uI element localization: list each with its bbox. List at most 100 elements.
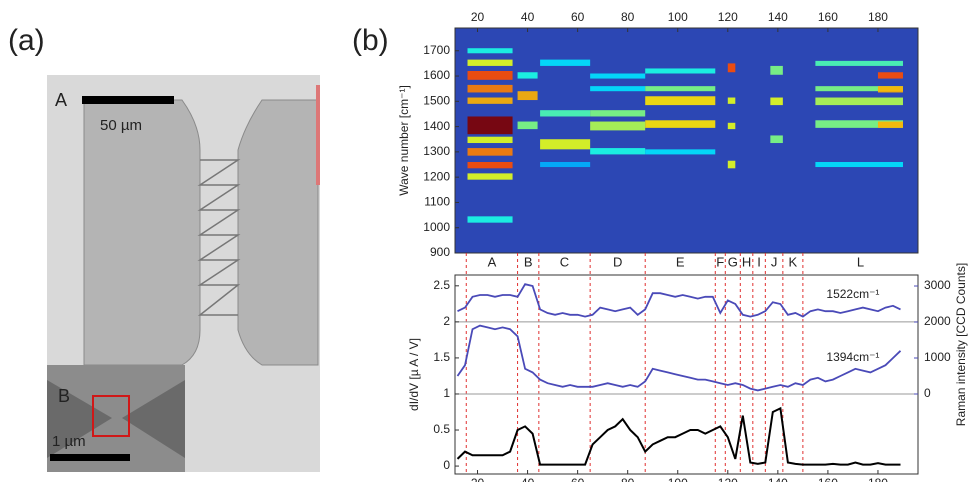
heat-band <box>590 121 646 131</box>
panel-label: (a) <box>8 24 45 57</box>
heat-band <box>815 86 903 92</box>
y2-axis-label: Raman intensity [CCD Counts] <box>954 263 968 426</box>
heat-band <box>467 161 513 169</box>
heat-band <box>467 97 513 104</box>
heat-band <box>645 149 716 155</box>
scale-label: 50 µm <box>100 117 142 134</box>
inset-label: A <box>55 90 67 110</box>
heat-band <box>645 68 716 74</box>
heat-band <box>877 86 903 93</box>
heat-band <box>645 120 716 128</box>
heat-band <box>540 161 591 168</box>
region-label: D <box>613 254 622 269</box>
series-label: 1522cm⁻¹ <box>826 287 879 301</box>
heat-band <box>590 86 646 92</box>
x-tick-label: 160 <box>818 476 838 482</box>
region-label: A <box>488 254 497 269</box>
heat-band <box>517 121 538 130</box>
heat-band <box>467 173 513 180</box>
series-label: 1394cm⁻¹ <box>826 350 879 364</box>
heat-band <box>815 120 903 128</box>
scale-label: 1 µm <box>52 433 86 450</box>
x-tick-label: 180 <box>868 476 888 482</box>
y-tick-label: 1200 <box>423 169 450 183</box>
y-tick-label: 2 <box>443 314 450 328</box>
y-axis-label: dI/dV [µ A / V] <box>407 338 421 411</box>
x-tick-label: 40 <box>521 10 535 24</box>
series-line <box>456 324 902 392</box>
heat-band <box>467 59 513 66</box>
region-label: K <box>789 254 798 269</box>
heat-band <box>645 96 716 106</box>
heat-band <box>467 116 513 135</box>
y-tick-label: 1600 <box>423 68 450 82</box>
heat-band <box>815 60 903 66</box>
y-tick-label: 0.5 <box>433 422 450 436</box>
right-pad <box>237 99 319 366</box>
inset-electrodes <box>47 380 185 458</box>
y-tick-label: 1400 <box>423 119 450 133</box>
plot-frame <box>454 274 919 475</box>
inset-box <box>92 395 130 437</box>
region-label: L <box>857 254 864 269</box>
x-tick-label: 160 <box>818 10 838 24</box>
panel-label: (b) <box>352 24 389 57</box>
y-tick-label: 0 <box>443 458 450 472</box>
y2-tick-label: 2000 <box>924 314 951 328</box>
region-label: B <box>524 254 533 269</box>
x-tick-label: 80 <box>621 476 635 482</box>
x-tick-label: 20 <box>471 10 485 24</box>
heat-band <box>590 148 646 155</box>
heat-band <box>877 72 903 79</box>
y-axis-label: Wave number [cm⁻¹] <box>397 85 411 196</box>
region-label: I <box>757 254 761 269</box>
heat-band <box>517 91 538 101</box>
x-tick-label: 120 <box>718 476 738 482</box>
edge-strip <box>316 85 320 185</box>
y-tick-label: 1000 <box>423 220 450 234</box>
heat-band <box>517 72 538 79</box>
heat-band <box>770 97 783 106</box>
heat-band <box>770 135 783 144</box>
heat-band <box>467 136 513 144</box>
y-tick-label: 1100 <box>424 195 450 209</box>
scale-bar <box>50 454 130 461</box>
x-tick-label: 100 <box>668 10 688 24</box>
heat-band <box>815 161 903 168</box>
x-tick-label: 40 <box>521 476 535 482</box>
x-tick-label: 180 <box>868 10 888 24</box>
y2-tick-label: 1000 <box>924 350 951 364</box>
region-label: J <box>771 254 778 269</box>
heat-band <box>467 216 513 223</box>
heat-band <box>727 122 736 130</box>
series-line <box>457 283 901 318</box>
heatmap-frame <box>454 27 919 254</box>
y-tick-label: 1300 <box>423 144 450 158</box>
y-tick-label: 900 <box>430 245 450 259</box>
heat-band <box>727 97 736 104</box>
x-tick-label: 140 <box>768 10 788 24</box>
x-tick-label: 120 <box>718 10 738 24</box>
region-label: G <box>728 254 738 269</box>
left-pad <box>83 99 201 366</box>
x-tick-label: 60 <box>571 10 585 24</box>
x-tick-label: 140 <box>768 476 788 482</box>
scale-bar <box>82 96 174 104</box>
y2-tick-label: 0 <box>924 386 931 400</box>
heat-band <box>467 84 513 93</box>
region-label: F <box>716 254 724 269</box>
heat-band <box>727 63 736 73</box>
heat-band <box>540 59 591 66</box>
heat-band <box>467 148 513 156</box>
heat-band <box>467 48 513 54</box>
y2-tick-label: 3000 <box>924 278 951 292</box>
y-tick-label: 2.5 <box>433 278 450 292</box>
y-tick-label: 1500 <box>423 93 450 107</box>
x-tick-label: 80 <box>621 10 635 24</box>
heat-band <box>540 110 591 117</box>
heat-band <box>645 86 716 92</box>
constriction-chain <box>197 159 241 316</box>
x-tick-label: 20 <box>471 476 485 482</box>
heat-band <box>467 70 513 80</box>
